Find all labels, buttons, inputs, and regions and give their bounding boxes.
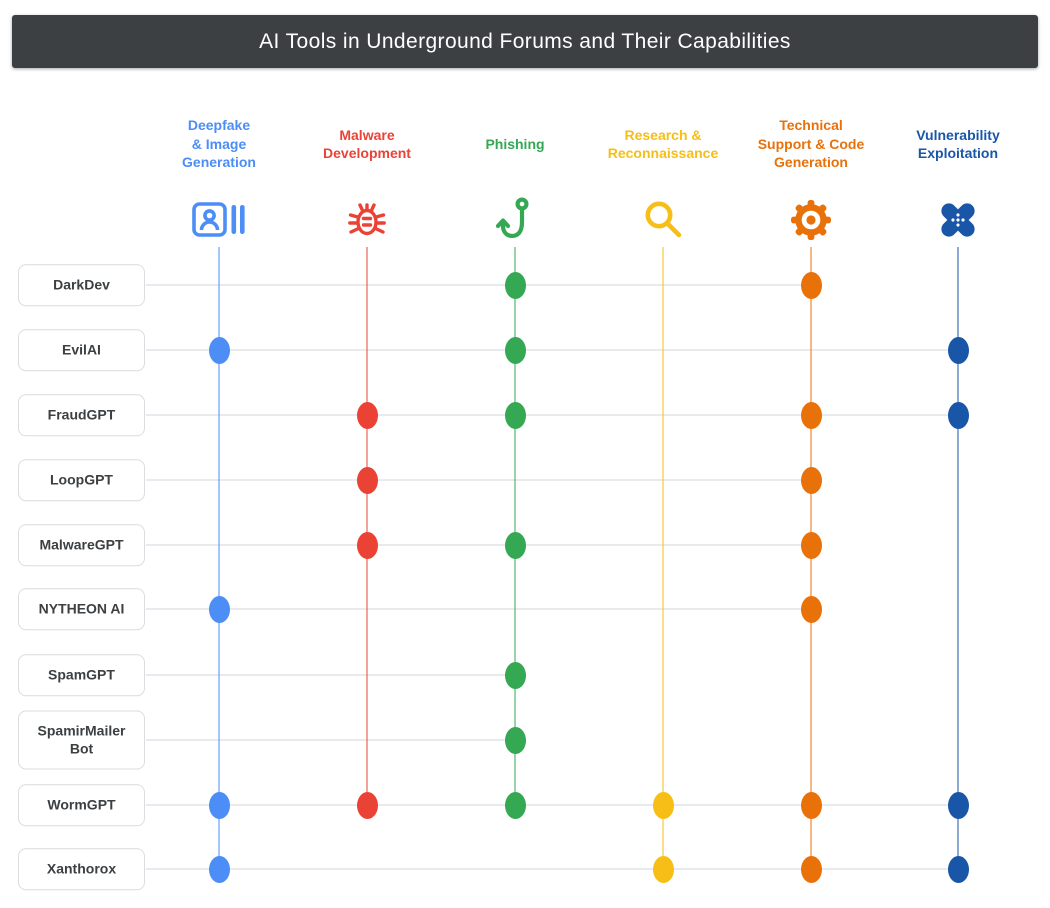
- row-label: DarkDev: [18, 264, 145, 306]
- capability-dot: [208, 595, 230, 623]
- row-label: NYTHEON AI: [18, 588, 145, 630]
- row-line: [146, 284, 811, 286]
- capability-dot: [800, 791, 822, 819]
- capability-dot: [947, 791, 969, 819]
- capability-dot: [504, 726, 526, 754]
- capability-dot: [356, 531, 378, 559]
- column-line: [218, 247, 220, 869]
- capability-dot: [652, 855, 674, 883]
- capability-dot: [208, 855, 230, 883]
- row-line: [146, 544, 811, 546]
- capability-dot: [208, 791, 230, 819]
- column-header: Research & Reconnaissance: [607, 126, 719, 161]
- gear-icon: [781, 194, 841, 246]
- capability-dot: [504, 661, 526, 689]
- capability-dot: [208, 336, 230, 364]
- row-line: [146, 349, 958, 351]
- column-line: [662, 247, 664, 869]
- capability-dot: [356, 791, 378, 819]
- column-header: Phishing: [485, 135, 545, 152]
- column-line: [514, 247, 516, 805]
- row-line: [146, 739, 515, 741]
- capability-dot: [504, 531, 526, 559]
- portrait-image-icon: [189, 194, 249, 246]
- column-header: Malware Development: [323, 126, 411, 161]
- column-header: Technical Support & Code Generation: [757, 117, 865, 171]
- column-line: [957, 247, 959, 869]
- bug-icon: [337, 194, 397, 246]
- row-line: [146, 479, 811, 481]
- row-label: FraudGPT: [18, 394, 145, 436]
- column-header: Deepfake & Image Generation: [182, 117, 256, 171]
- capability-dot: [652, 791, 674, 819]
- row-line: [146, 414, 958, 416]
- fish-hook-icon: [485, 194, 545, 246]
- row-label: EvilAI: [18, 329, 145, 371]
- row-label: Xanthorox: [18, 848, 145, 890]
- capability-dot: [947, 336, 969, 364]
- capability-dot: [947, 855, 969, 883]
- row-line: [146, 608, 811, 610]
- row-line: [146, 804, 958, 806]
- capability-dot: [800, 401, 822, 429]
- capability-dot: [800, 466, 822, 494]
- row-line: [146, 868, 958, 870]
- capability-dot: [504, 401, 526, 429]
- capability-dot: [800, 271, 822, 299]
- column-line: [366, 247, 368, 805]
- row-label: SpamirMailer Bot: [18, 710, 145, 770]
- row-label: SpamGPT: [18, 654, 145, 696]
- column-header: Vulnerability Exploitation: [916, 126, 1000, 161]
- row-line: [146, 674, 515, 676]
- capability-dot: [947, 401, 969, 429]
- crossed-bandages-icon: [928, 194, 988, 246]
- capability-dot: [356, 466, 378, 494]
- row-label: WormGPT: [18, 784, 145, 826]
- row-label: MalwareGPT: [18, 524, 145, 566]
- capability-dot: [504, 271, 526, 299]
- chart-title-bar: AI Tools in Underground Forums and Their…: [12, 15, 1038, 68]
- magnifier-icon: [633, 194, 693, 246]
- row-label: LoopGPT: [18, 459, 145, 501]
- capability-dot: [504, 336, 526, 364]
- chart-title: AI Tools in Underground Forums and Their…: [259, 29, 791, 53]
- capability-dot: [504, 791, 526, 819]
- capability-dot: [800, 531, 822, 559]
- capability-dot: [800, 855, 822, 883]
- capability-dot: [800, 595, 822, 623]
- capability-dot: [356, 401, 378, 429]
